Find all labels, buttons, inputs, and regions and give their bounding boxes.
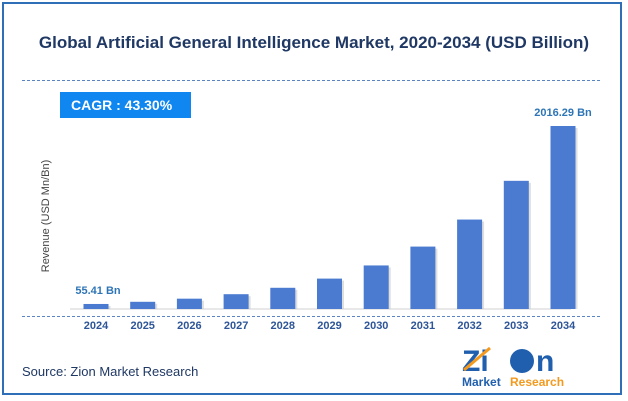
bar-2033	[503, 180, 529, 309]
bar-2025	[130, 301, 156, 309]
chart-frame	[2, 2, 622, 395]
bar-2028	[270, 287, 296, 309]
bar-2024	[83, 303, 109, 309]
logo-graphic: Zi n Market Research	[462, 345, 564, 389]
title-divider	[22, 80, 600, 81]
bar-2034	[550, 126, 576, 309]
bar-2027	[223, 294, 249, 309]
x-tick-label: 2026	[177, 320, 201, 332]
zion-logo: Zi n Market Research	[460, 344, 580, 394]
source-text: Source: Zion Market Research	[22, 364, 199, 379]
x-tick-label: 2033	[504, 320, 528, 332]
bar-2029	[317, 278, 342, 309]
x-tick-label: 2030	[364, 320, 388, 332]
bar-2031	[410, 246, 436, 309]
x-tick-label: 2034	[551, 320, 576, 332]
x-tick-label: 2032	[457, 320, 481, 332]
svg-text:n: n	[536, 345, 554, 378]
bar-2026	[176, 298, 202, 309]
x-tick-label: 2028	[271, 320, 295, 332]
svg-text:Market: Market	[462, 375, 501, 389]
bar-2032	[457, 219, 483, 309]
x-tick-label: 2024	[84, 320, 109, 332]
x-tick-label: 2025	[130, 320, 154, 332]
cagr-badge: CAGR : 43.30%	[60, 92, 191, 118]
data-label: 2016.29 Bn	[534, 107, 592, 119]
x-tick-label: 2031	[411, 320, 435, 332]
x-tick-label: 2027	[224, 320, 248, 332]
x-tick-label: 2029	[317, 320, 341, 332]
data-label: 55.41 Bn	[75, 285, 121, 297]
chart-title: Global Artificial General Intelligence M…	[38, 33, 590, 52]
svg-text:Research: Research	[510, 375, 564, 389]
bar-2030	[363, 265, 389, 309]
axis-divider	[22, 316, 600, 317]
